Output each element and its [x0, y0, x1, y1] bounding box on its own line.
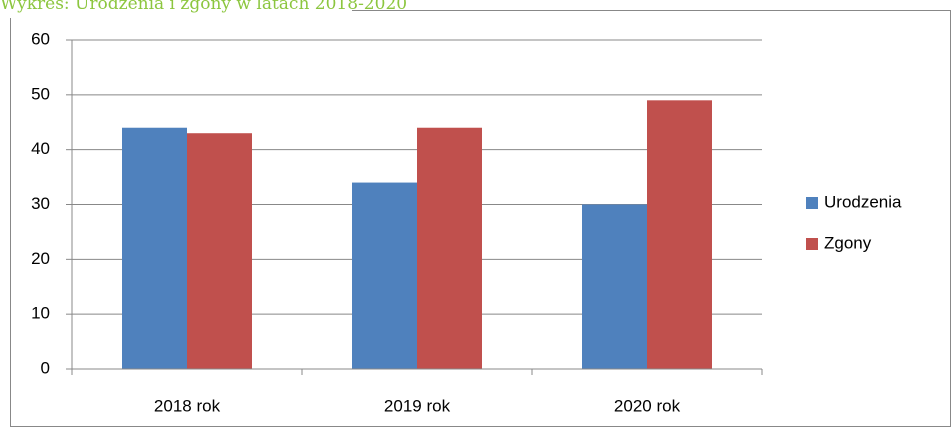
x-tick-label: 2020 rok [614, 396, 681, 415]
bar [582, 204, 647, 369]
chart-border [10, 10, 951, 427]
bar [352, 182, 417, 369]
chart-title: Wykres: Urodzenia i zgony w latach 2018-… [0, 0, 407, 14]
bar [187, 133, 252, 369]
y-tick-label: 40 [31, 139, 50, 158]
x-tick-label: 2018 rok [154, 396, 221, 415]
legend-label: Zgony [824, 233, 872, 252]
y-tick-label: 30 [31, 194, 50, 213]
y-tick-label: 50 [31, 84, 50, 103]
bar [647, 100, 712, 370]
y-tick-label: 0 [41, 358, 50, 377]
bar [122, 127, 187, 369]
y-tick-label: 60 [31, 29, 50, 48]
legend-swatch [806, 197, 818, 209]
legend-label: Urodzenia [824, 192, 902, 211]
title-background [0, 0, 352, 18]
legend-swatch [806, 238, 818, 250]
y-tick-label: 10 [31, 304, 50, 323]
x-tick-label: 2019 rok [384, 396, 451, 415]
bar [417, 127, 482, 369]
y-tick-label: 20 [31, 249, 50, 268]
